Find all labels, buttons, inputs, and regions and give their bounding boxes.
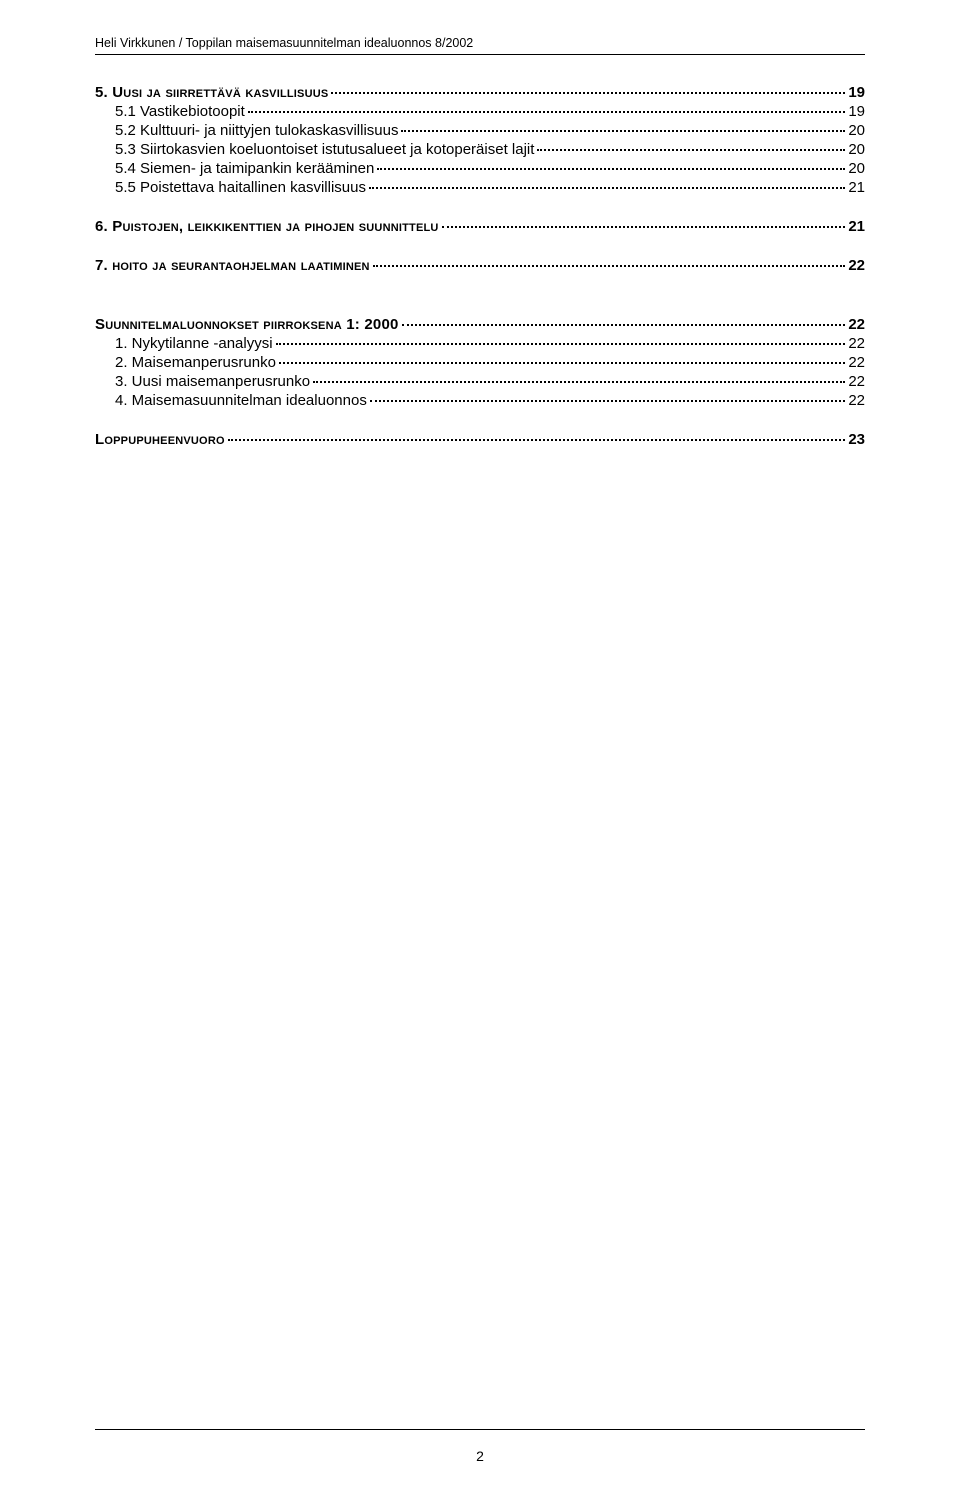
toc-row: 5.1 Vastikebiotoopit 19 [95,104,865,119]
toc-leader-dots [313,373,845,383]
header-text: Heli Virkkunen / Toppilan maisemasuunnit… [95,36,865,50]
toc-label: 5.5 Poistettava haitallinen kasvillisuus [115,180,366,195]
toc-label: Suunnitelmaluonnokset piirroksena 1: 200… [95,317,399,332]
toc-leader-dots [331,84,845,94]
toc-label: 5.4 Siemen- ja taimipankin kerääminen [115,161,374,176]
toc-leader-dots [402,316,846,326]
toc-page: 21 [848,219,865,234]
toc-leader-dots [373,257,846,267]
toc-page: 20 [848,123,865,138]
toc-leader-dots [537,141,845,151]
toc-page: 22 [848,258,865,273]
toc-label: 2. Maisemanperusrunko [115,355,276,370]
footer: 2 [95,1429,865,1464]
toc-page: 20 [848,142,865,157]
toc-row: 5. Uusi ja siirrettävä kasvillisuus 19 [95,85,865,100]
page-number: 2 [95,1448,865,1464]
toc-row: 2. Maisemanperusrunko 22 [95,355,865,370]
toc-row: 5.5 Poistettava haitallinen kasvillisuus… [95,180,865,195]
toc-label: 5.1 Vastikebiotoopit [115,104,245,119]
toc-label: 7. hoito ja seurantaohjelman laatiminen [95,258,370,273]
toc-page: 22 [848,317,865,332]
toc-label: 5.2 Kulttuuri- ja niittyjen tulokaskasvi… [115,123,398,138]
toc-leader-dots [369,179,845,189]
toc-row: 6. Puistojen, leikkikenttien ja pihojen … [95,219,865,234]
toc-page: 22 [848,393,865,408]
toc-row: 5.2 Kulttuuri- ja niittyjen tulokaskasvi… [95,123,865,138]
toc-leader-dots [401,122,845,132]
toc-label: 5.3 Siirtokasvien koeluontoiset istutusa… [115,142,534,157]
toc: 5. Uusi ja siirrettävä kasvillisuus195.1… [95,85,865,447]
page: Heli Virkkunen / Toppilan maisemasuunnit… [0,0,960,1512]
toc-label: 6. Puistojen, leikkikenttien ja pihojen … [95,219,439,234]
toc-label: Loppupuheenvuoro [95,432,225,447]
toc-row: 1. Nykytilanne -analyysi 22 [95,336,865,351]
toc-row: 7. hoito ja seurantaohjelman laatiminen 2… [95,258,865,273]
toc-row: 5.3 Siirtokasvien koeluontoiset istutusa… [95,142,865,157]
toc-label: 5. Uusi ja siirrettävä kasvillisuus [95,85,328,100]
toc-leader-dots [377,160,845,170]
toc-row: Loppupuheenvuoro 23 [95,432,865,447]
toc-leader-dots [442,218,846,228]
toc-leader-dots [248,103,846,113]
toc-page: 19 [848,85,865,100]
toc-row: 4. Maisemasuunnitelman idealuonnos 22 [95,393,865,408]
toc-label: 4. Maisemasuunnitelman idealuonnos [115,393,367,408]
header-rule [95,54,865,55]
toc-leader-dots [228,431,846,441]
toc-page: 22 [848,336,865,351]
toc-page: 21 [848,180,865,195]
toc-row: Suunnitelmaluonnokset piirroksena 1: 200… [95,317,865,332]
footer-rule [95,1429,865,1430]
toc-page: 22 [848,374,865,389]
toc-label: 3. Uusi maisemanperusrunko [115,374,310,389]
toc-page: 23 [848,432,865,447]
toc-row: 5.4 Siemen- ja taimipankin kerääminen 20 [95,161,865,176]
toc-leader-dots [370,392,845,402]
toc-leader-dots [279,354,845,364]
toc-page: 19 [848,104,865,119]
toc-page: 20 [848,161,865,176]
toc-label: 1. Nykytilanne -analyysi [115,336,273,351]
toc-leader-dots [276,335,846,345]
toc-page: 22 [848,355,865,370]
toc-row: 3. Uusi maisemanperusrunko 22 [95,374,865,389]
